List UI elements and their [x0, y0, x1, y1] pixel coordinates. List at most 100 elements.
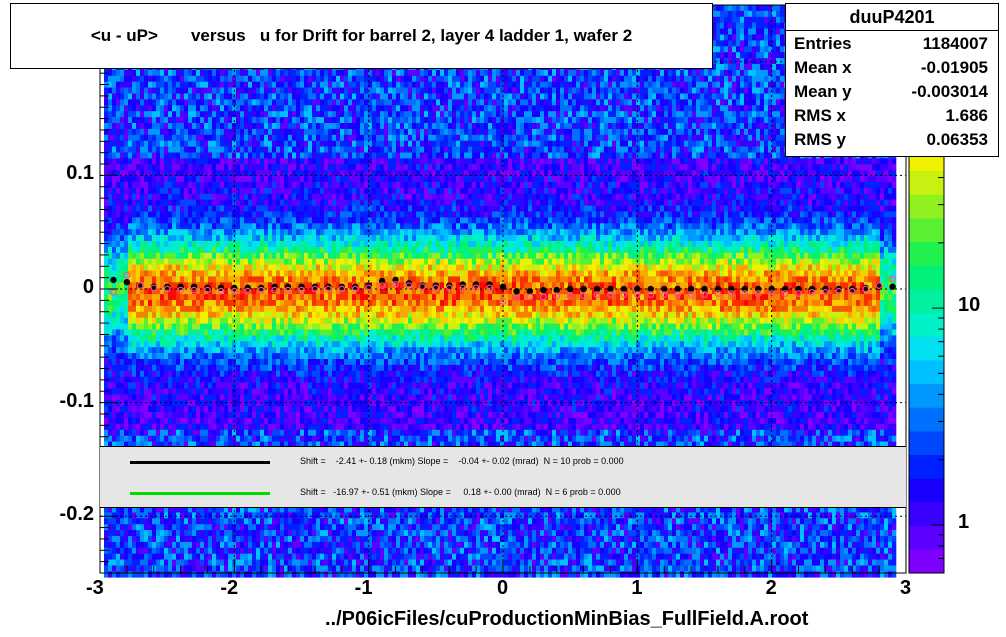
- heatmap-cell: [284, 423, 289, 431]
- heatmap-cell: [116, 252, 121, 259]
- heatmap-cell: [132, 246, 137, 254]
- heatmap-cell: [112, 264, 117, 271]
- heatmap-cell: [144, 353, 149, 360]
- heatmap-cell: [212, 441, 217, 448]
- heatmap-cell: [152, 193, 157, 200]
- heatmap-cell: [120, 370, 125, 377]
- heatmap-cell: [296, 93, 301, 100]
- heatmap-cell: [120, 518, 125, 525]
- heatmap-cell: [172, 152, 177, 159]
- heatmap-cell: [168, 75, 173, 82]
- heatmap-cell: [276, 252, 281, 259]
- heatmap-cell: [216, 223, 221, 230]
- heatmap-cell: [164, 329, 169, 336]
- heatmap-cell: [284, 193, 289, 200]
- heatmap-cell: [104, 565, 109, 572]
- heatmap-cell: [200, 176, 205, 183]
- heatmap-cell: [304, 536, 309, 543]
- heatmap-cell: [300, 506, 305, 513]
- heatmap-cell: [264, 105, 269, 112]
- heatmap-cell: [244, 117, 249, 124]
- heatmap-cell: [196, 69, 201, 77]
- heatmap-cell: [268, 311, 273, 318]
- heatmap-cell: [180, 87, 185, 94]
- heatmap-cell: [300, 123, 305, 130]
- heatmap-cell: [276, 423, 281, 431]
- heatmap-cell: [304, 530, 309, 537]
- heatmap-cell: [124, 435, 129, 442]
- heatmap-cell: [260, 199, 265, 206]
- heatmap-cell: [124, 341, 129, 348]
- heatmap-cell: [168, 69, 173, 77]
- heatmap-cell: [180, 441, 185, 448]
- heatmap-cell: [228, 394, 233, 401]
- heatmap-cell: [204, 441, 209, 448]
- heatmap-cell: [296, 294, 301, 301]
- heatmap-cell: [308, 294, 313, 301]
- heatmap-cell: [204, 418, 209, 425]
- heatmap-cell: [256, 146, 261, 153]
- heatmap-cell: [276, 305, 281, 313]
- heatmap-cell: [308, 241, 313, 248]
- heatmap-cell: [236, 252, 241, 259]
- heatmap-cell: [192, 347, 197, 354]
- heatmap-cell: [188, 329, 193, 336]
- heatmap-cell: [296, 435, 301, 442]
- heatmap-cell: [224, 288, 229, 295]
- heatmap-cell: [236, 536, 241, 543]
- heatmap-cell: [264, 93, 269, 100]
- heatmap-cell: [248, 353, 253, 360]
- heatmap-cell: [252, 123, 257, 130]
- heatmap-cell: [244, 435, 249, 442]
- heatmap-cell: [220, 81, 225, 88]
- heatmap-cell: [132, 75, 137, 82]
- heatmap-cell: [264, 117, 269, 124]
- heatmap-cell: [296, 536, 301, 543]
- heatmap-cell: [208, 518, 213, 525]
- heatmap-cell: [164, 258, 169, 265]
- heatmap-cell: [116, 264, 121, 271]
- heatmap-cell: [232, 241, 237, 248]
- heatmap-cell: [128, 158, 133, 165]
- heatmap-cell: [104, 329, 109, 336]
- heatmap-cell: [104, 418, 109, 425]
- heatmap-cell: [276, 547, 281, 554]
- heatmap-cell: [280, 435, 285, 442]
- heatmap-cell: [172, 258, 177, 265]
- heatmap-cell: [172, 294, 177, 301]
- heatmap-cell: [264, 347, 269, 354]
- heatmap-cell: [300, 530, 305, 537]
- heatmap-cell: [104, 435, 109, 442]
- heatmap-cell: [256, 111, 261, 118]
- heatmap-cell: [272, 246, 277, 254]
- heatmap-cell: [240, 382, 245, 389]
- heatmap-cell: [248, 359, 253, 366]
- heatmap-cell: [308, 288, 313, 295]
- heatmap-cell: [128, 69, 133, 77]
- heatmap-cell: [244, 123, 249, 130]
- heatmap-cell: [124, 406, 129, 413]
- heatmap-cell: [192, 311, 197, 318]
- heatmap-cell: [248, 376, 253, 383]
- heatmap-cell: [272, 311, 277, 318]
- heatmap-cell: [152, 553, 157, 560]
- heatmap-cell: [300, 300, 305, 307]
- heatmap-cell: [176, 117, 181, 124]
- heatmap-cell: [208, 565, 213, 572]
- heatmap-cell: [248, 264, 253, 271]
- heatmap-cell: [212, 341, 217, 348]
- heatmap-cell: [152, 524, 157, 531]
- heatmap-cell: [204, 134, 209, 141]
- heatmap-cell: [140, 382, 145, 389]
- heatmap-cell: [204, 123, 209, 130]
- heatmap-cell: [112, 146, 117, 153]
- heatmap-cell: [188, 235, 193, 242]
- heatmap-cell: [112, 441, 117, 448]
- heatmap-cell: [212, 75, 217, 82]
- heatmap-cell: [148, 258, 153, 265]
- heatmap-cell: [208, 93, 213, 100]
- heatmap-cell: [300, 241, 305, 248]
- heatmap-cell: [288, 341, 293, 348]
- heatmap-cell: [292, 241, 297, 248]
- heatmap-cell: [132, 223, 137, 230]
